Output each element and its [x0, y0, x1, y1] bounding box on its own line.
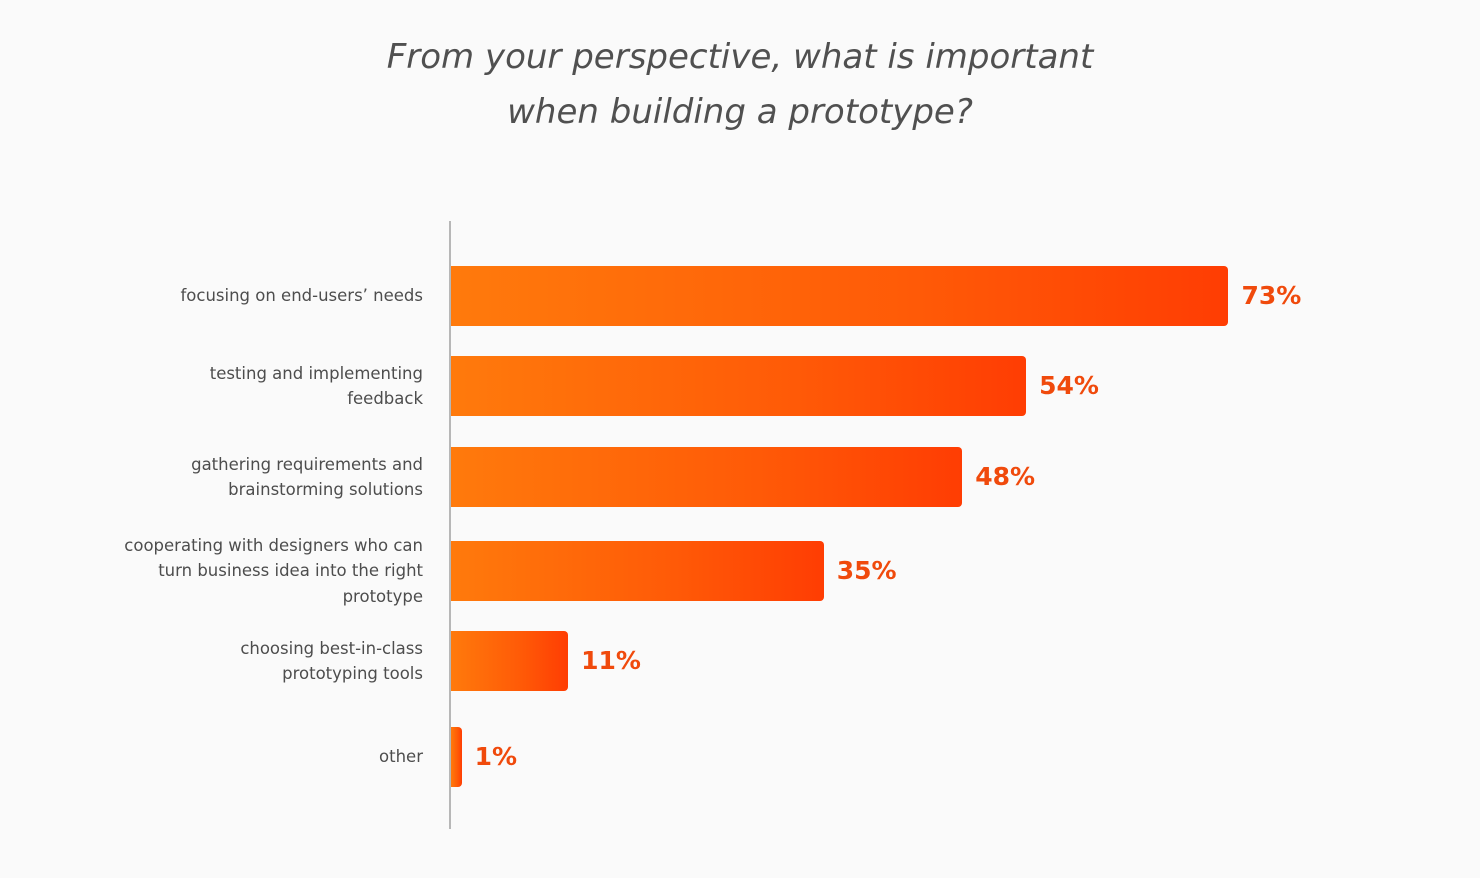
category-label: focusing on end-users’ needs	[103, 283, 423, 309]
bar	[451, 727, 462, 787]
bar	[451, 631, 569, 691]
bar-value-label: 48%	[975, 462, 1036, 491]
category-label-line: cooperating with designers who can	[124, 535, 423, 555]
category-label-line: turn business idea into the right	[158, 561, 423, 581]
category-label: testing and implementing feedback	[103, 361, 423, 412]
bar	[451, 447, 963, 507]
y-axis-line	[449, 221, 451, 829]
category-label-line: other	[379, 747, 423, 767]
chart-title-line-1: From your perspective, what is important	[386, 37, 1094, 77]
category-label-line: prototyping tools	[282, 664, 423, 683]
category-label-line: choosing best-in-class	[240, 638, 423, 658]
bar-value-label: 54%	[1039, 371, 1099, 400]
category-label: cooperating with designers who can turn b…	[103, 533, 423, 610]
category-label-line: brainstorming solutions	[228, 480, 423, 499]
bar	[451, 266, 1229, 326]
bar	[451, 541, 824, 601]
category-label-line: gathering requirements and	[191, 454, 423, 474]
bar	[451, 356, 1027, 416]
category-label: gathering requirements and brainstorming …	[103, 452, 423, 503]
bar-value-label: 1%	[474, 742, 518, 771]
category-label-line: focusing on end-users’ needs	[180, 286, 423, 306]
category-label-line: testing and implementing	[209, 363, 423, 383]
category-label-line: prototype	[342, 586, 423, 606]
chart-title-line-2: when building a prototype?	[507, 92, 973, 132]
category-label-line: feedback	[347, 389, 423, 408]
category-label: choosing best-in-class prototyping tools	[103, 636, 423, 687]
chart-title: From your perspective, what is important…	[0, 30, 1480, 140]
category-label: other	[103, 744, 423, 770]
bar-value-label: 11%	[581, 646, 641, 675]
bar-value-label: 73%	[1241, 281, 1302, 310]
bar-value-label: 35%	[836, 556, 897, 585]
